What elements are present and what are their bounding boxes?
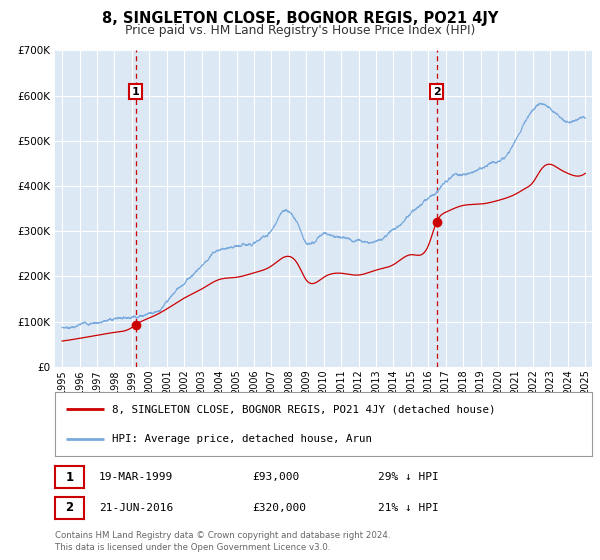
Text: 21-JUN-2016: 21-JUN-2016 xyxy=(99,503,173,513)
Text: 8, SINGLETON CLOSE, BOGNOR REGIS, PO21 4JY (detached house): 8, SINGLETON CLOSE, BOGNOR REGIS, PO21 4… xyxy=(112,404,495,414)
Text: Price paid vs. HM Land Registry's House Price Index (HPI): Price paid vs. HM Land Registry's House … xyxy=(125,24,475,37)
Text: 29% ↓ HPI: 29% ↓ HPI xyxy=(378,472,439,482)
Text: £93,000: £93,000 xyxy=(252,472,299,482)
Text: 1: 1 xyxy=(132,87,139,96)
Text: £320,000: £320,000 xyxy=(252,503,306,513)
Text: 21% ↓ HPI: 21% ↓ HPI xyxy=(378,503,439,513)
Text: 2: 2 xyxy=(65,501,74,515)
Text: 1: 1 xyxy=(65,470,74,484)
Text: 8, SINGLETON CLOSE, BOGNOR REGIS, PO21 4JY: 8, SINGLETON CLOSE, BOGNOR REGIS, PO21 4… xyxy=(102,11,498,26)
Text: 2: 2 xyxy=(433,87,440,96)
Text: 19-MAR-1999: 19-MAR-1999 xyxy=(99,472,173,482)
Text: Contains HM Land Registry data © Crown copyright and database right 2024.
This d: Contains HM Land Registry data © Crown c… xyxy=(55,531,391,552)
Text: HPI: Average price, detached house, Arun: HPI: Average price, detached house, Arun xyxy=(112,434,371,444)
